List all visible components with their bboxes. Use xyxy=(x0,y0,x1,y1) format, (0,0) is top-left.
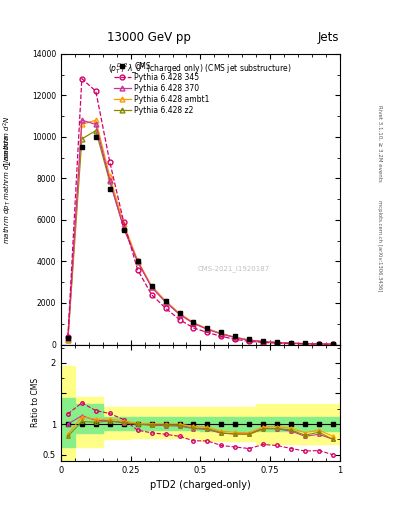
Text: Rivet 3.1.10, ≥ 3.2M events: Rivet 3.1.10, ≥ 3.2M events xyxy=(377,105,382,182)
X-axis label: pTD2 (charged-only): pTD2 (charged-only) xyxy=(150,480,251,490)
Text: mcplots.cern.ch [arXiv:1306.3436]: mcplots.cern.ch [arXiv:1306.3436] xyxy=(377,200,382,291)
Text: 13000 GeV pp: 13000 GeV pp xyxy=(107,31,191,44)
Text: Jets: Jets xyxy=(317,31,339,44)
Text: mathrm $d p_T$ mathrm $d$ lambda: mathrm $d p_T$ mathrm $d$ lambda xyxy=(2,135,13,244)
Text: mathrm $d^2N$: mathrm $d^2N$ xyxy=(2,116,13,161)
Legend: CMS, Pythia 6.428 345, Pythia 6.428 370, Pythia 6.428 ambt1, Pythia 6.428 z2: CMS, Pythia 6.428 345, Pythia 6.428 370,… xyxy=(112,60,211,116)
Text: $(p_T^D)^2\lambda\_0^2$ (charged only) (CMS jet substructure): $(p_T^D)^2\lambda\_0^2$ (charged only) (… xyxy=(108,61,292,76)
Text: CMS-2021_I1920187: CMS-2021_I1920187 xyxy=(198,266,270,272)
Text: 1: 1 xyxy=(4,161,12,166)
Y-axis label: Ratio to CMS: Ratio to CMS xyxy=(31,378,40,427)
